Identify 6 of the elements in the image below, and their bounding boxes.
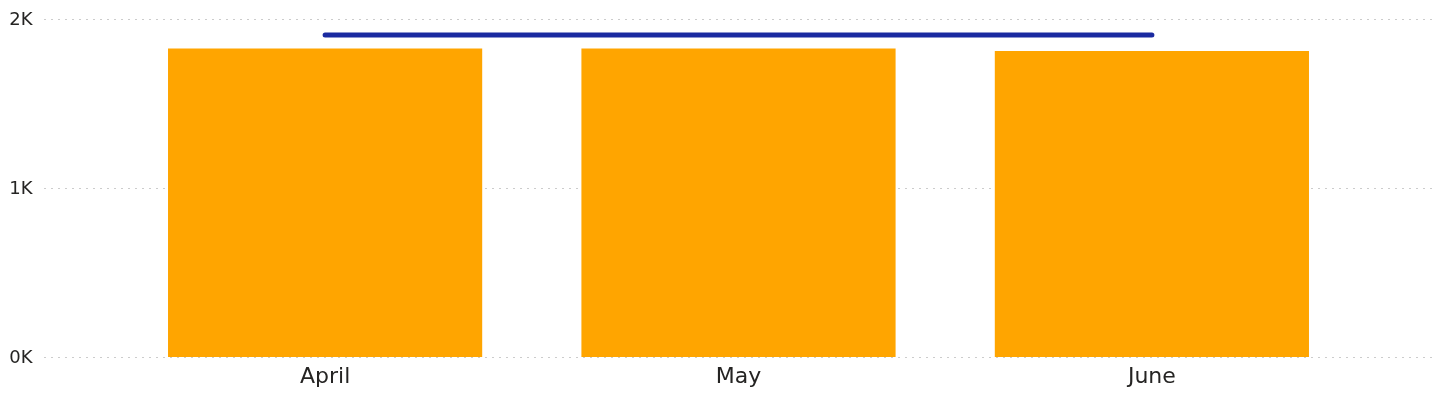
x-tick-label: June bbox=[1125, 362, 1176, 388]
y-tick-label: 0K bbox=[9, 345, 34, 367]
y-tick-label: 1K bbox=[9, 176, 34, 198]
x-tick-label: May bbox=[715, 362, 762, 388]
x-tick-label: April bbox=[299, 362, 351, 388]
y-tick-label: 2K bbox=[9, 7, 34, 29]
